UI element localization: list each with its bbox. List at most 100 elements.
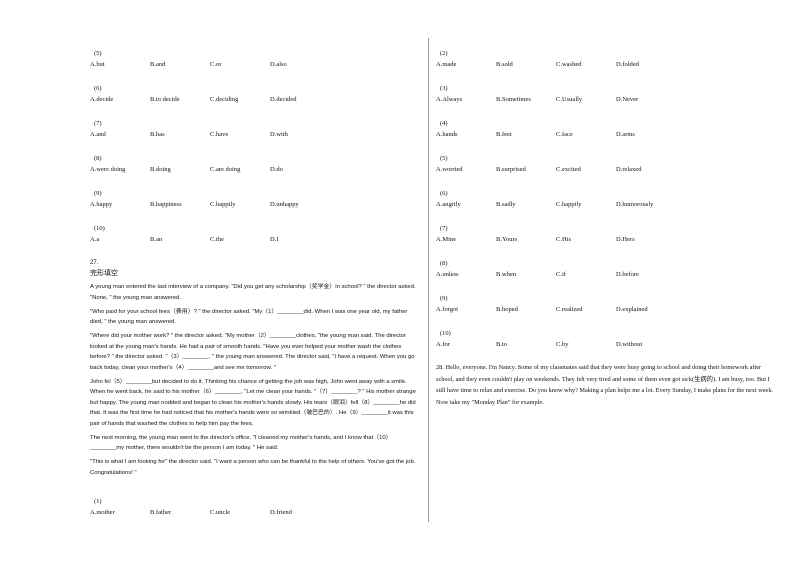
passage-paragraph: John fel（5）________but decided to do it.…	[90, 378, 416, 427]
option: A.were doing	[90, 166, 126, 173]
option: A.unless	[436, 271, 459, 278]
option: B.Sometimes	[496, 96, 531, 103]
question-number: 27.	[90, 260, 99, 266]
option: B.surprised	[496, 166, 526, 173]
option: C.or	[210, 61, 222, 68]
option: B.an	[150, 236, 163, 243]
option: A.a	[90, 236, 100, 243]
option: B.hoped	[496, 306, 518, 313]
question-item: (9) A.happy B.happiness C.happily D.unhappy	[90, 187, 330, 210]
section-title: 完形填空	[90, 269, 118, 277]
option: D.unhappy	[270, 201, 299, 208]
option: B.when	[496, 271, 517, 278]
option: C.realized	[556, 306, 583, 313]
option: B.sold	[496, 61, 513, 68]
question-item: (7) A.Mine B.Yours C.His D.Hers	[436, 222, 676, 245]
question-number: (4)	[440, 120, 448, 127]
option: C.happily	[210, 201, 236, 208]
question-item: (8) A.unless B.when C.if D.before	[436, 257, 676, 280]
option: B.doing	[150, 166, 171, 173]
option: B.to	[496, 341, 508, 348]
question-number: (7)	[440, 225, 448, 232]
question-item: (8) A.were doing B.doing C.are doing D.do	[90, 152, 330, 175]
option: B.sadly	[496, 201, 516, 208]
column-divider	[428, 38, 429, 522]
question-item: (5) A.but B.and C.or D.also	[90, 47, 330, 70]
option: D.with	[270, 131, 288, 138]
question-number: (8)	[440, 260, 448, 267]
option: D.also	[270, 61, 287, 68]
option: A.Always	[436, 96, 463, 103]
option: C.are doing	[210, 166, 241, 173]
option: A.forgot	[436, 306, 459, 313]
question-item: (9) A.forgot B.hoped C.realized D.explained	[436, 292, 676, 315]
option: C.if	[556, 271, 566, 278]
option: D.relaxed	[616, 166, 642, 173]
option: A.mother	[90, 509, 115, 516]
option: B.father	[150, 509, 172, 516]
passage-paragraph: "This is what I am looking for" the dire…	[90, 459, 416, 476]
option: B.Yours	[496, 236, 518, 243]
option: C.deciding	[210, 96, 239, 103]
question-number: (8)	[94, 155, 102, 162]
option: D.friend	[270, 509, 292, 516]
option: A.worried	[436, 166, 463, 173]
question-item: (6) A.decide B.to decide C.deciding D.decide…	[90, 82, 330, 105]
question-number: (9)	[440, 295, 448, 302]
option: C.by	[556, 341, 569, 348]
option: A.Mine	[436, 236, 457, 243]
option: D.I	[270, 236, 279, 243]
question-item: (10) A.for B.to C.by D.without	[436, 327, 676, 350]
option: D.humorously	[616, 201, 654, 208]
question-27: 27. 完形填空 A young man entered the last in…	[90, 258, 420, 482]
option: D.Hers	[616, 236, 635, 243]
option: B.and	[150, 61, 166, 68]
question-number: (2)	[440, 50, 448, 57]
option: A.but	[90, 61, 105, 68]
option: D.do	[270, 166, 283, 173]
question-item: (5) A.worried B.surprised C.excited D.relaxe…	[436, 152, 676, 175]
option: D.explained	[616, 306, 648, 313]
passage-paragraph: "Where did your mother work? " the direc…	[90, 333, 415, 371]
option: A.happy	[90, 201, 113, 208]
option: C.Usually	[556, 96, 583, 103]
question-item: (2) A.made B.sold C.washed D.folded	[436, 47, 676, 70]
question-number: (6)	[440, 190, 448, 197]
option: C.His	[556, 236, 571, 243]
option: A.and	[90, 131, 106, 138]
question-number: (9)	[94, 190, 102, 197]
question-28: 28. Hello, everyone. I'm Nancy. Some of …	[436, 364, 774, 406]
question-number: (10)	[94, 225, 105, 232]
question-item: (3) A.Always B.Sometimes C.Usually D.Never	[436, 82, 676, 105]
question-number: (5)	[94, 50, 102, 57]
option: A.for	[436, 341, 450, 348]
option: C.happily	[556, 201, 582, 208]
question-number: (6)	[94, 85, 102, 92]
question-number: (10)	[440, 330, 451, 337]
option: D.before	[616, 271, 639, 278]
option: C.the	[210, 236, 224, 243]
option: A.angrily	[436, 201, 461, 208]
option: C.washed	[556, 61, 582, 68]
passage-paragraph: The next morning, the young man went to …	[90, 434, 392, 452]
question-item: (7) A.and B.has C.have D.with	[90, 117, 330, 140]
passage-paragraph: "Who paid for your school fees（费用）? " th…	[90, 308, 408, 326]
question-item: (1) A.mother B.father C.uncle D.friend	[90, 495, 330, 518]
option: D.Never	[616, 96, 639, 103]
option: B.to decide	[150, 96, 180, 103]
option: C.face	[556, 131, 573, 138]
question-item: (6) A.angrily B.sadly C.happily D.humorously	[436, 187, 676, 210]
option: D.decided	[270, 96, 297, 103]
question-item: (4) A.hands B.feet C.face D.arms	[436, 117, 676, 140]
option: C.have	[210, 131, 229, 138]
passage-paragraph: A young man entered the last interview o…	[90, 284, 416, 301]
option: B.happiness	[150, 201, 182, 208]
option: D.without	[616, 341, 643, 348]
option: B.has	[150, 131, 165, 138]
option: A.made	[436, 61, 457, 68]
option: D.arms	[616, 131, 635, 138]
option: C.excited	[556, 166, 581, 173]
question-item: (10) A.a B.an C.the D.I	[90, 222, 330, 245]
question-number: (7)	[94, 120, 102, 127]
